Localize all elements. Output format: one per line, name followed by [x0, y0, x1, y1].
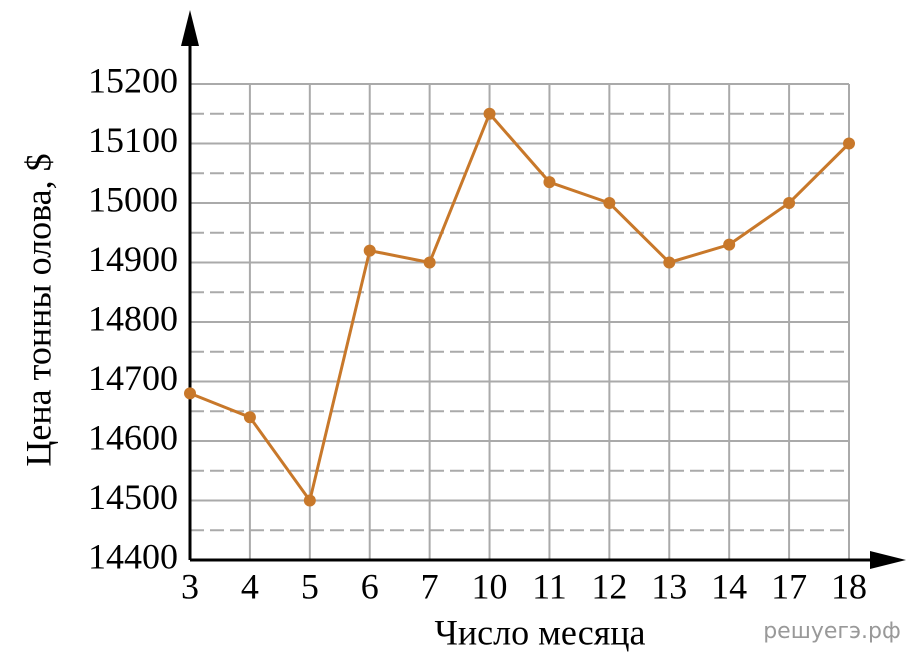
- point: [184, 387, 196, 400]
- x-axis-arrow: [870, 551, 906, 569]
- x-tick-label: 18: [831, 566, 867, 606]
- x-tick-label: 10: [472, 566, 508, 606]
- x-tick-label: 7: [421, 566, 439, 606]
- watermark: решуегэ.рф: [763, 619, 901, 644]
- y-tick-label: 15200: [88, 60, 178, 100]
- line: [189, 110, 851, 505]
- x-tick-label: 11: [532, 566, 567, 606]
- x-tick-label: 5: [301, 566, 319, 606]
- x-axis-label: Число месяца: [434, 612, 645, 652]
- point: [483, 107, 496, 120]
- x-tick-label: 12: [591, 566, 627, 606]
- y-axis-label: Цена тонны олова, $: [18, 153, 58, 466]
- x-tick-label: 13: [651, 566, 687, 606]
- y-tick-label: 14700: [88, 358, 178, 398]
- y-axis-arrow: [181, 10, 199, 46]
- point: [423, 256, 436, 269]
- point: [603, 197, 616, 209]
- y-tick-label: 14900: [88, 239, 178, 279]
- point: [303, 494, 316, 507]
- y-tick-label: 14800: [88, 298, 178, 338]
- x-tick-label: 14: [711, 566, 747, 606]
- x-tick-label: 3: [181, 566, 199, 606]
- y-tick-label: 14500: [88, 477, 178, 517]
- y-tick-label: 15100: [88, 120, 178, 160]
- point: [243, 411, 256, 424]
- x-tick-label: 6: [361, 566, 379, 606]
- x-tick-label: 4: [241, 566, 259, 606]
- point: [663, 256, 676, 269]
- point: [723, 238, 736, 251]
- point: [363, 244, 376, 257]
- y-tick-label: 14600: [88, 417, 178, 457]
- point: [543, 176, 556, 189]
- point: [783, 197, 796, 209]
- y-tick-label: 14400: [88, 536, 178, 576]
- point: [843, 137, 855, 150]
- x-tick-label: 17: [771, 566, 807, 606]
- y-tick-label: 15000: [88, 179, 178, 219]
